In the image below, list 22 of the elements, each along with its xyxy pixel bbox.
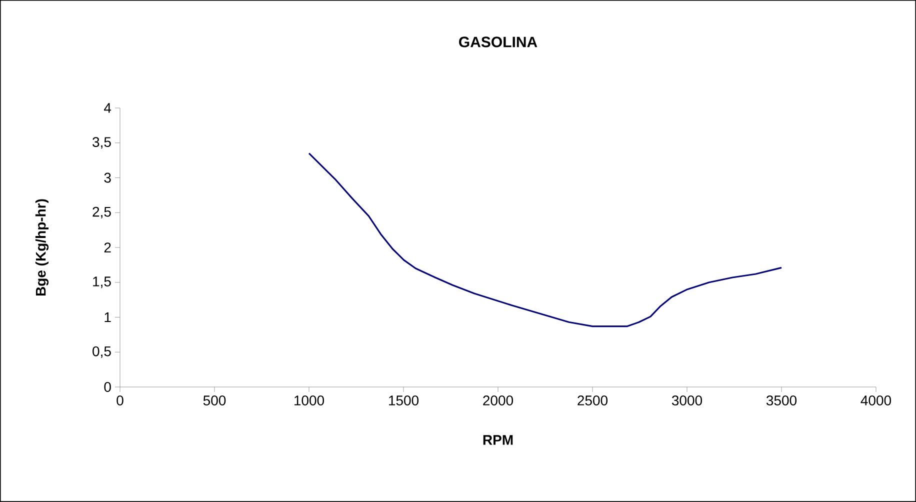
x-tick-label: 500 [203,396,226,406]
y-tick-label: 3,5 [92,137,111,149]
y-tick-label: 4 [104,103,112,113]
y-axis-title: Bge (Kg/hp-hr) [35,199,49,296]
x-tick-label: 2000 [483,396,514,406]
y-tick-label: 0 [104,382,111,392]
y-tick-label: 3 [104,172,111,183]
x-tick-label: 4000 [860,396,892,406]
y-tick-label: 2 [104,242,111,252]
y-tick-label: 1 [104,312,111,322]
line-series [308,152,782,328]
x-tick-label: 1000 [294,396,324,406]
x-tick-label: 3500 [766,396,797,406]
chart-title: GASOLINA [459,36,538,48]
x-tick-label: 2500 [578,396,608,406]
y-tick-label: 2,5 [92,206,111,218]
y-tick-label: 0,5 [92,346,111,358]
x-axis-title: RPM [483,435,513,445]
x-tick-label: 0 [116,396,124,406]
x-tick-label: 3000 [672,396,702,406]
y-tick-label: 1,5 [93,276,111,288]
x-tick-label: 1500 [389,396,419,406]
